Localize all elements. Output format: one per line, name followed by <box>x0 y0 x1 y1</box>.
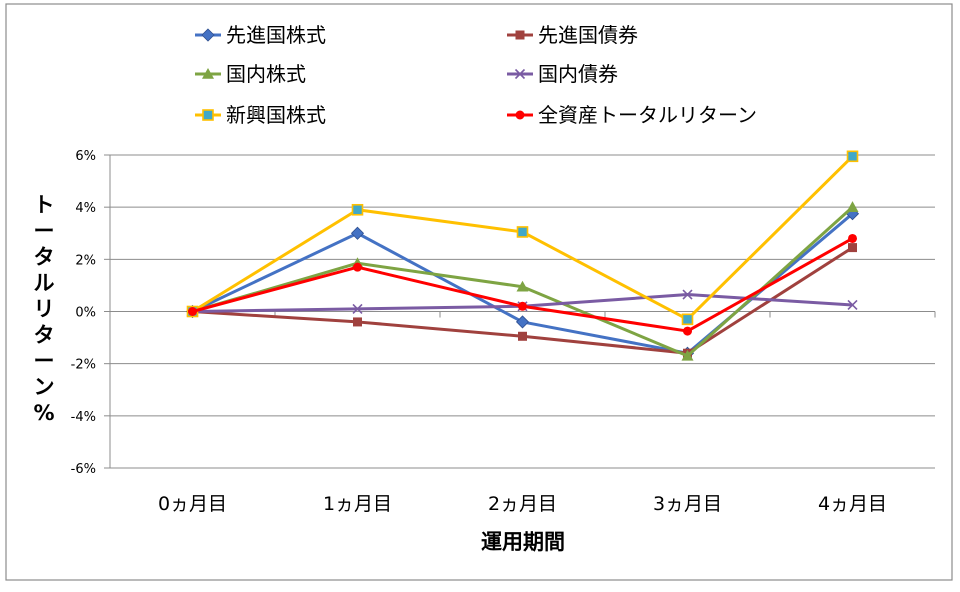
legend-label: 先進国債券 <box>538 23 638 47</box>
data-point <box>848 243 857 253</box>
y-axis-title-char: ー <box>34 349 55 373</box>
legend-marker <box>201 28 215 42</box>
y-tick-label: -2% <box>71 358 96 373</box>
data-point <box>683 326 692 336</box>
y-tick-label: -4% <box>71 410 96 425</box>
x-tick-labels: 0ヵ月目 1ヵ月目 2ヵ月目 3ヵ月目 4ヵ月目 <box>158 493 887 515</box>
legend-marker <box>515 110 525 120</box>
y-axis-title-char: リ <box>34 297 55 321</box>
legend-marker <box>514 68 526 80</box>
marker-stroke <box>847 299 858 311</box>
y-axis-title-char: ル <box>34 271 55 295</box>
legend-item: 先進国債券 <box>507 23 638 47</box>
data-point <box>518 301 527 311</box>
x-tick-label: 2ヵ月目 <box>488 493 557 515</box>
legend-label: 国内債券 <box>538 62 618 86</box>
legend-item: 国内債券 <box>507 62 618 86</box>
marker-stroke <box>352 303 363 314</box>
data-point <box>352 303 363 314</box>
series-group <box>185 150 860 361</box>
chart-border <box>5 3 953 581</box>
marker-stroke <box>682 289 693 300</box>
data-point <box>353 317 362 327</box>
legend-item: 先進国株式 <box>195 23 326 47</box>
y-axis-title-char: タ <box>34 245 55 269</box>
y-axis-title-char: ン <box>34 375 55 399</box>
data-point <box>846 150 859 163</box>
data-point <box>350 226 365 240</box>
legend-label: 先進国株式 <box>226 23 326 47</box>
data-point <box>681 349 694 361</box>
y-tick-label: 2% <box>75 253 96 268</box>
legend-label: 国内株式 <box>226 62 306 86</box>
x-axis-title: 運用期間 <box>481 530 565 554</box>
y-axis-title-char: % <box>33 401 54 425</box>
y-axis-title-char: ー <box>34 219 55 243</box>
y-tick-labels: 6% 4% 2% 0% -2% -4% -6% <box>71 149 96 477</box>
data-point <box>846 201 859 212</box>
legend-marker <box>515 30 525 40</box>
y-axis-title-char: タ <box>34 323 55 347</box>
data-point <box>681 313 694 326</box>
legend-label: 新興国株式 <box>226 103 326 127</box>
legend-item: 全資産トータルリターン <box>507 103 757 127</box>
y-tick-label: 6% <box>75 149 96 164</box>
data-point <box>515 315 530 329</box>
data-point <box>848 233 857 243</box>
y-axis-title-char: ト <box>34 193 55 217</box>
data-point <box>351 203 364 216</box>
data-point <box>516 226 529 238</box>
x-tick-label: 0ヵ月目 <box>158 493 227 515</box>
y-tick-label: 0% <box>75 306 96 321</box>
data-point <box>188 307 197 316</box>
data-point <box>518 331 527 341</box>
series-5 <box>188 233 857 336</box>
legend-marker <box>202 109 214 121</box>
y-tick-label: -6% <box>71 462 96 477</box>
data-point <box>682 289 693 300</box>
x-tick-label: 1ヵ月目 <box>323 493 392 515</box>
data-point <box>516 280 529 292</box>
legend-label: 全資産トータルリターン <box>538 103 757 127</box>
y-axis-title: トータルリターン% <box>33 193 54 425</box>
x-tick-label: 3ヵ月目 <box>653 493 722 515</box>
marker-stroke <box>514 68 526 80</box>
x-tick-label: 4ヵ月目 <box>818 493 887 515</box>
legend-item: 新興国株式 <box>195 103 326 127</box>
data-point <box>353 262 362 272</box>
legend-item: 国内株式 <box>195 62 306 86</box>
y-tick-label: 4% <box>75 201 96 216</box>
legend-marker <box>202 68 214 79</box>
data-point <box>847 299 858 311</box>
